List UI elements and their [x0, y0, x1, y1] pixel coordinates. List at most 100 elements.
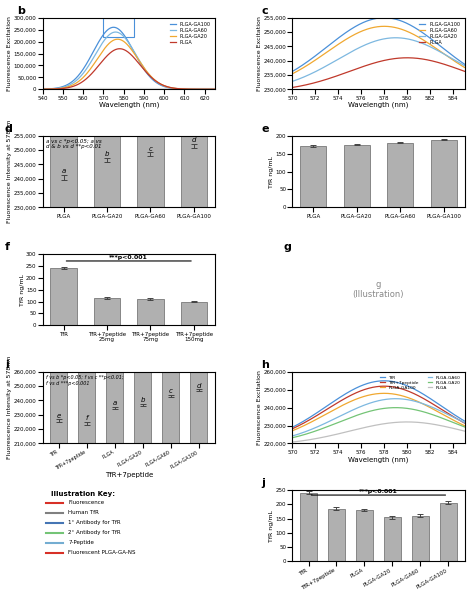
Text: a vs c *p<0.05; a vs
d & b vs d **p<0.01: a vs c *p<0.05; a vs d & b vs d **p<0.01: [46, 139, 102, 150]
PLGA: [404, 418, 410, 426]
PLGA-GA60: [40, 86, 46, 93]
PLGA-GA100: [446, 414, 452, 421]
Bar: [94, 298, 120, 326]
PLGA-GA20: [181, 86, 187, 93]
Line: PLGA-GA20: PLGA-GA20: [43, 39, 215, 89]
TfR: [462, 417, 467, 424]
TfR: [381, 377, 387, 384]
Bar: [51, 0, 77, 207]
TfR: [435, 400, 441, 407]
TfR+7peptide: [435, 404, 441, 411]
Bar: [384, 517, 401, 561]
Bar: [300, 493, 317, 561]
PLGA: [392, 419, 398, 426]
PLGA-GA100: [290, 427, 295, 434]
TfR+7peptide: [392, 384, 398, 391]
PLGA-GA60: [113, 28, 118, 35]
Text: j: j: [261, 478, 265, 488]
Text: Fluorescent PLGA-GA-NS: Fluorescent PLGA-GA-NS: [68, 550, 136, 556]
Text: e: e: [57, 413, 61, 418]
Bar: [181, 0, 207, 207]
Text: a: a: [62, 168, 66, 174]
PLGA-GA100: [392, 15, 398, 22]
PLGA-GA60: [446, 411, 452, 418]
Bar: [134, 104, 151, 443]
Text: 1° Antibody for TfR: 1° Antibody for TfR: [68, 520, 121, 525]
Text: f: f: [5, 242, 10, 252]
X-axis label: Wavelength (nm): Wavelength (nm): [348, 456, 409, 463]
PLGA-GA20: [462, 62, 467, 69]
PLGA-GA100: [381, 390, 387, 397]
Line: TfR: TfR: [292, 381, 465, 427]
Text: g: g: [284, 242, 292, 252]
Text: d: d: [196, 382, 201, 389]
PLGA-GA100: [212, 86, 218, 93]
PLGA-GA100: [110, 24, 116, 31]
Line: PLGA: PLGA: [292, 58, 465, 87]
PLGA-GA100: [40, 86, 46, 93]
TfR+7peptide: [290, 426, 295, 433]
PLGA-GA100: [123, 34, 128, 41]
Text: a: a: [113, 400, 117, 406]
PLGA-GA60: [123, 35, 128, 43]
PLGA-GA60: [462, 64, 467, 71]
PLGA-GA20: [446, 417, 452, 424]
PLGA-GA60: [392, 395, 398, 402]
PLGA: [462, 427, 467, 434]
TfR: [392, 378, 398, 385]
PLGA-GA20: [122, 38, 128, 46]
PLGA-GA60: [208, 86, 214, 93]
Bar: [387, 142, 413, 207]
PLGA-GA100: [143, 68, 148, 75]
Bar: [181, 301, 207, 326]
TfR: [392, 378, 398, 385]
Text: ***p<0.001: ***p<0.001: [109, 255, 148, 260]
PLGA: [392, 419, 397, 426]
PLGA-GA100: [381, 14, 387, 21]
PLGA-GA20: [290, 434, 295, 441]
PLGA-GA100: [208, 86, 214, 93]
PLGA: [435, 59, 441, 66]
Text: g
(Illustration): g (Illustration): [353, 280, 404, 299]
Text: c: c: [169, 388, 173, 394]
PLGA-GA60: [381, 23, 387, 30]
Line: PLGA-GA100: PLGA-GA100: [292, 18, 465, 72]
PLGA: [290, 84, 295, 91]
PLGA-GA20: [395, 404, 401, 411]
Bar: [43, 88, 215, 90]
PLGA: [446, 424, 452, 431]
Text: d: d: [5, 124, 13, 134]
PLGA: [133, 57, 139, 64]
Text: e: e: [261, 124, 269, 134]
PLGA: [435, 421, 441, 428]
PLGA-GA100: [133, 53, 139, 60]
PLGA-GA20: [290, 78, 295, 85]
PLGA: [404, 54, 410, 61]
PLGA: [181, 86, 187, 93]
Y-axis label: Fluorescence Excitation: Fluorescence Excitation: [257, 370, 262, 445]
PLGA-GA60: [395, 395, 401, 402]
Line: PLGA-GA60: PLGA-GA60: [292, 27, 465, 74]
Text: 7-Peptide: 7-Peptide: [68, 540, 94, 545]
PLGA: [143, 68, 148, 75]
PLGA-GA60: [290, 70, 295, 77]
Y-axis label: Fluorescence Excitation: Fluorescence Excitation: [257, 16, 262, 91]
Text: ***p<0.001: ***p<0.001: [359, 489, 398, 494]
PLGA-GA60: [181, 86, 187, 93]
Legend: PLGA-GA100, PLGA-GA60, PLGA-GA20, PLGA: PLGA-GA100, PLGA-GA60, PLGA-GA20, PLGA: [168, 20, 212, 47]
Line: PLGA: PLGA: [43, 48, 215, 89]
Line: PLGA-GA100: PLGA-GA100: [43, 27, 215, 89]
Text: Fluorescence: Fluorescence: [68, 501, 105, 505]
Bar: [78, 123, 95, 443]
Bar: [190, 90, 207, 443]
TfR+7peptide: [381, 382, 387, 389]
Text: Human TfR: Human TfR: [68, 510, 100, 515]
Y-axis label: TfR ng/mL: TfR ng/mL: [269, 509, 274, 542]
PLGA-GA20: [435, 47, 441, 54]
Text: d: d: [191, 137, 196, 143]
Y-axis label: Fluorescence Intensity at 578nm: Fluorescence Intensity at 578nm: [7, 356, 12, 459]
TfR: [290, 424, 295, 431]
PLGA-GA60: [290, 70, 296, 77]
PLGA-GA100: [435, 408, 441, 415]
PLGA: [40, 86, 46, 93]
